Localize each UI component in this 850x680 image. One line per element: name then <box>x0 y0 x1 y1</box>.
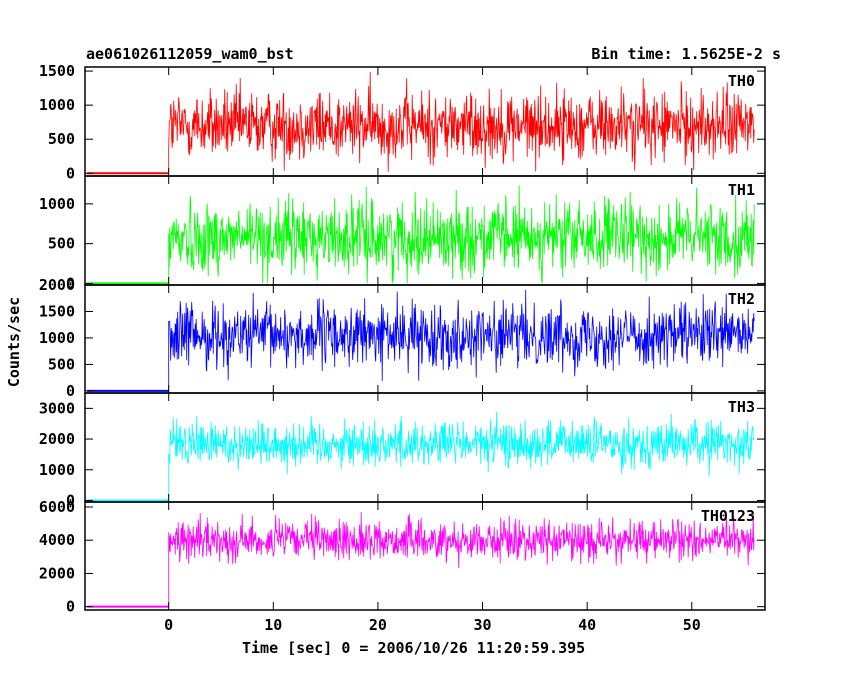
y-tick-label: 1000 <box>39 329 75 347</box>
y-axis-title: Counts/sec <box>5 296 23 388</box>
x-tick-label: 50 <box>683 616 701 634</box>
y-tick-label: 2000 <box>39 564 75 582</box>
y-tick-label: 0 <box>66 274 75 292</box>
series-TH0-line <box>168 71 755 174</box>
y-tick-label: 1000 <box>39 195 75 213</box>
panel-TH0-label: TH0 <box>728 72 755 90</box>
panel-TH0123-frame <box>84 501 766 611</box>
panel-TH0123-label: TH0123 <box>701 507 755 525</box>
y-tick-label: 1000 <box>39 96 75 114</box>
y-tick-label: 0 <box>66 491 75 509</box>
y-tick-label: 4000 <box>39 531 75 549</box>
y-tick-label: 2000 <box>39 430 75 448</box>
y-tick-label: 2000 <box>39 276 75 294</box>
series-TH2-line <box>168 289 755 391</box>
series-TH3-line <box>168 411 755 501</box>
panel-TH3-label: TH3 <box>728 398 755 416</box>
x-tick-label: 10 <box>264 616 282 634</box>
x-tick-label: 20 <box>369 616 387 634</box>
x-axis-title: Time [sec] 0 = 2006/10/26 11:20:59.395 <box>242 639 586 657</box>
panel-TH2-label: TH2 <box>728 290 755 308</box>
y-tick-label: 3000 <box>39 399 75 417</box>
series-TH0123-line <box>168 511 755 607</box>
y-tick-label: 6000 <box>39 498 75 516</box>
y-tick-label: 0 <box>66 598 75 616</box>
obs-id-title: ae061026112059_wam0_bst <box>86 45 294 63</box>
bin-time-label: Bin time: 1.5625E-2 s <box>591 45 781 63</box>
x-tick-label: 30 <box>474 616 492 634</box>
y-tick-label: 1000 <box>39 461 75 479</box>
y-tick-label: 0 <box>66 164 75 182</box>
x-tick-label: 40 <box>578 616 596 634</box>
panel-TH1-label: TH1 <box>728 181 755 199</box>
y-tick-label: 500 <box>48 355 75 373</box>
y-tick-label: 0 <box>66 382 75 400</box>
x-tick-label: 0 <box>164 616 173 634</box>
y-tick-label: 1500 <box>39 62 75 80</box>
y-tick-label: 1500 <box>39 302 75 320</box>
series-TH1-line <box>168 185 755 284</box>
y-tick-label: 500 <box>48 130 75 148</box>
y-tick-label: 500 <box>48 235 75 253</box>
